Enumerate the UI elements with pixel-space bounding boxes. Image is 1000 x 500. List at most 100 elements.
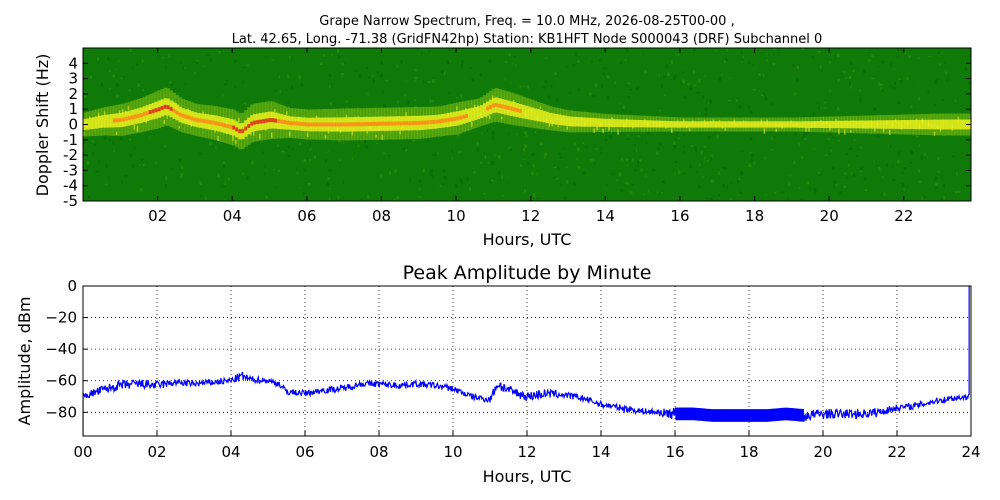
spectrogram-noise-cell [420, 199, 423, 201]
spectrogram-noise-cell [105, 164, 108, 168]
spectrogram-noise-cell [383, 103, 386, 108]
spectrogram-noise-cell [234, 59, 236, 63]
spectrogram-noise-cell [339, 141, 342, 143]
spectrogram-noise-cell [750, 159, 753, 163]
doppler-trace-speckle [145, 118, 148, 124]
spectrogram-noise-cell [543, 156, 547, 159]
spectrogram-noise-cell [264, 165, 266, 167]
spectrogram-noise-cell [846, 177, 849, 179]
doppler-trace-band [832, 120, 836, 129]
doppler-trace-band [906, 120, 911, 130]
spectrogram-noise-cell [573, 181, 576, 186]
doppler-trace-speckle [724, 127, 727, 131]
spectrogram-noise-cell [574, 142, 576, 145]
doppler-trace-speckle [656, 123, 658, 127]
spectrogram-y-tick-label: -5 [63, 192, 78, 210]
doppler-trace-band [808, 121, 812, 128]
spectrogram-noise-cell [86, 161, 90, 165]
spectrogram-noise-cell [165, 184, 167, 188]
spectrogram-noise-cell [285, 89, 288, 91]
spectrogram-noise-cell [954, 190, 958, 194]
spectrogram-noise-cell [881, 60, 884, 64]
spectrogram-noise-cell [696, 91, 700, 94]
spectrogram-noise-cell [730, 182, 732, 185]
spectrogram-noise-cell [210, 58, 212, 62]
doppler-trace-speckle [814, 121, 816, 128]
spectrogram-noise-cell [198, 151, 200, 153]
doppler-trace-core [226, 124, 230, 129]
spectrogram-noise-cell [455, 184, 458, 189]
spectrogram-noise-cell [429, 98, 431, 103]
doppler-trace-band [844, 120, 848, 129]
doppler-trace-band [730, 121, 735, 128]
spectrogram-noise-cell [142, 163, 145, 167]
doppler-trace-core [309, 122, 314, 127]
spectrogram-noise-cell [600, 151, 603, 155]
doppler-trace-speckle [530, 110, 533, 114]
spectrogram-noise-cell [585, 146, 588, 148]
spectrogram-noise-cell [446, 59, 449, 62]
doppler-trace-speckle [894, 119, 897, 122]
spectrogram-noise-cell [673, 167, 676, 171]
doppler-trace-speckle [166, 114, 169, 119]
spectrogram-noise-cell [793, 160, 795, 165]
doppler-trace-band [703, 121, 708, 128]
doppler-trace-band [742, 121, 747, 128]
doppler-trace-band [584, 117, 589, 127]
doppler-trace-speckle [617, 129, 619, 135]
spectrogram-noise-cell [937, 51, 940, 54]
amplitude-x-tick-label: 04 [221, 443, 240, 461]
doppler-trace-core [253, 120, 257, 125]
spectrogram-noise-cell [134, 146, 136, 151]
spectrogram-noise-cell [718, 77, 722, 81]
spectrogram-noise-cell [656, 191, 658, 194]
spectrogram-noise-cell [852, 173, 856, 177]
doppler-trace-core [429, 120, 433, 125]
spectrogram-noise-cell [326, 181, 329, 186]
spectrogram-noise-cell [367, 75, 371, 79]
doppler-trace-band [560, 115, 565, 126]
doppler-trace-core [432, 119, 436, 124]
doppler-trace-speckle [671, 128, 673, 134]
spectrogram-noise-cell [892, 165, 894, 167]
spectrogram-noise-cell [627, 96, 630, 99]
doppler-trace-speckle [277, 121, 279, 127]
doppler-trace-band [474, 107, 478, 120]
spectrogram-noise-cell [890, 62, 892, 67]
spectrogram-noise-cell [327, 177, 330, 179]
spectrogram-noise-cell [109, 87, 111, 90]
doppler-trace-band [629, 119, 633, 128]
spectrogram-noise-cell [403, 148, 406, 150]
spectrogram-noise-cell [242, 172, 245, 175]
spectrogram-noise-cell [634, 169, 637, 171]
doppler-trace-speckle [527, 109, 530, 113]
doppler-trace-band [92, 117, 96, 129]
spectrogram-noise-cell [682, 173, 686, 175]
amplitude-x-tick-label: 02 [147, 443, 166, 461]
doppler-trace-core [306, 122, 311, 127]
spectrogram-noise-cell [340, 72, 344, 76]
spectrogram-noise-cell [658, 74, 661, 77]
doppler-trace-speckle [563, 119, 566, 124]
doppler-trace-band [668, 121, 672, 128]
doppler-trace-speckle [118, 110, 121, 115]
spectrogram-noise-cell [303, 169, 306, 171]
spectrogram-noise-cell [328, 188, 331, 190]
spectrogram-noise-cell [576, 157, 579, 161]
spectrogram-noise-cell [771, 136, 773, 140]
spectrogram-noise-cell [292, 148, 295, 151]
doppler-trace-speckle [477, 105, 479, 111]
doppler-trace-band [871, 120, 875, 129]
doppler-trace-speckle [808, 127, 810, 132]
spectrogram-noise-cell [916, 135, 919, 137]
spectrogram-noise-cell [738, 178, 740, 181]
spectrogram-noise-cell [943, 196, 946, 200]
spectrogram-noise-cell [448, 60, 451, 63]
spectrogram-noise-cell [227, 177, 230, 181]
doppler-trace-band [733, 121, 738, 128]
doppler-trace-band [644, 120, 648, 128]
doppler-trace-band [685, 121, 690, 128]
doppler-trace-core [163, 104, 168, 109]
doppler-trace-speckle [653, 120, 655, 127]
spectrogram-noise-cell [466, 177, 469, 182]
